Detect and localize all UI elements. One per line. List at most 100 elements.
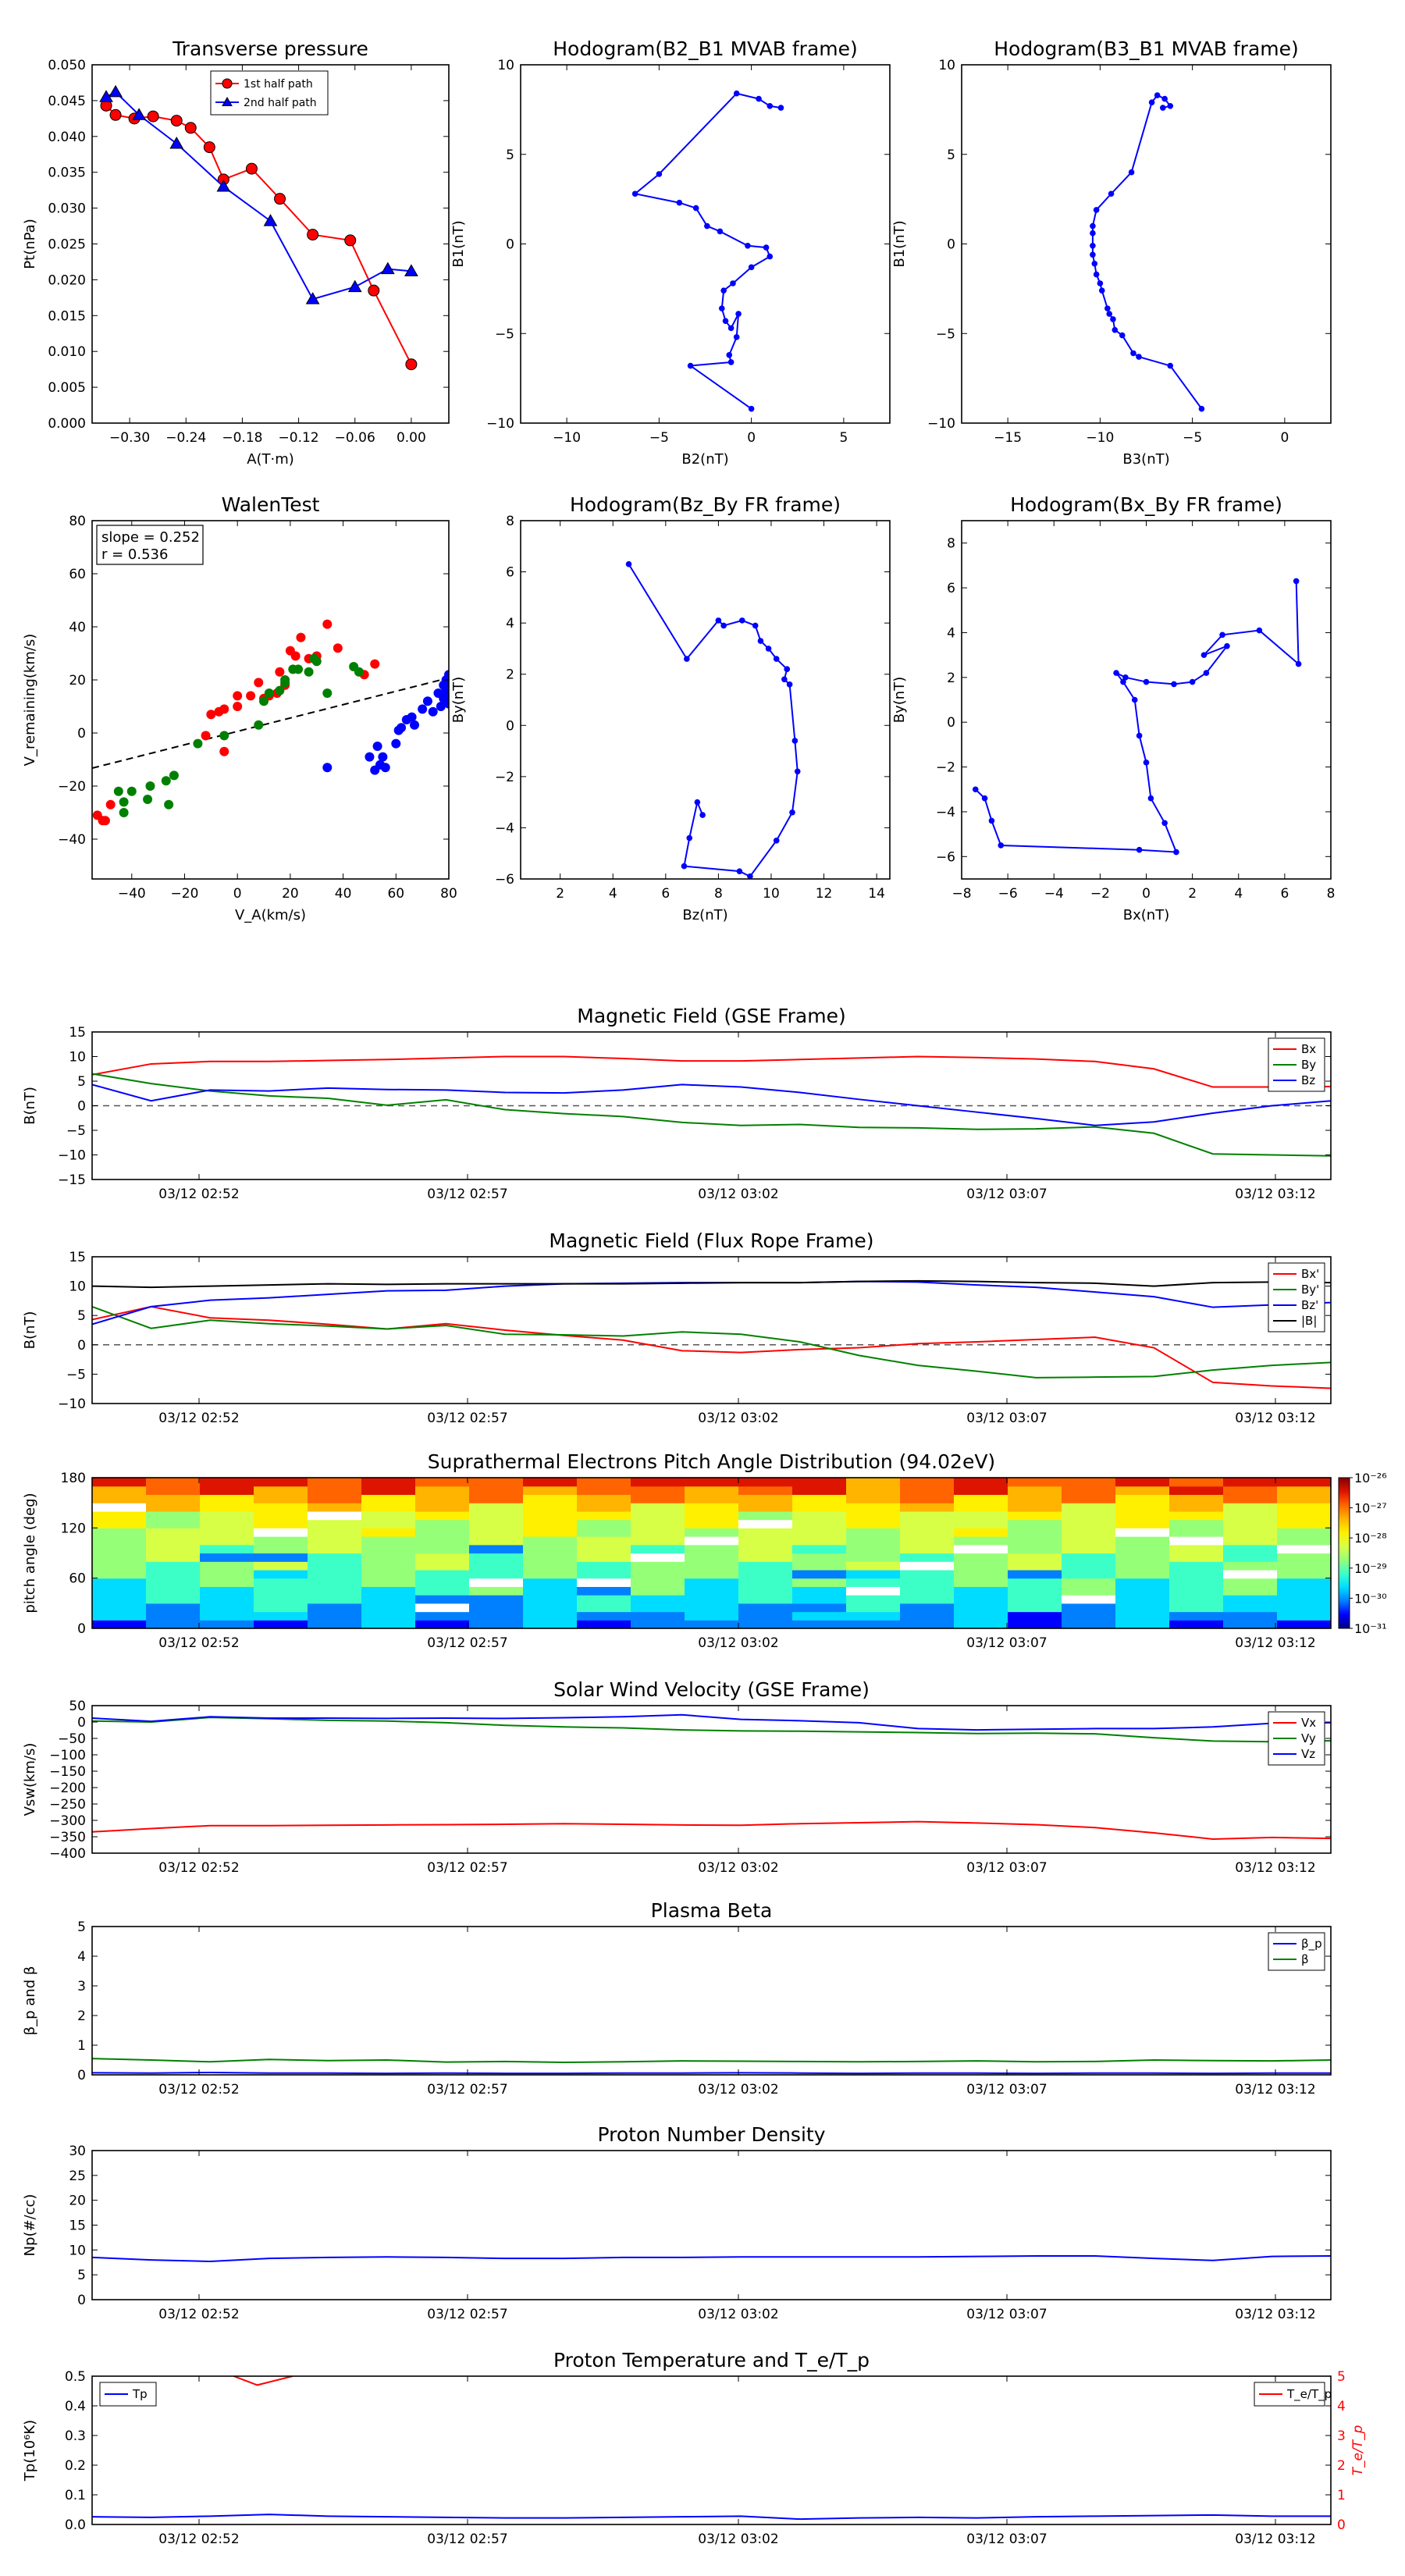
heatmap-cell	[1062, 1611, 1116, 1621]
chart-tp: 0.0 0.1 0.2 0.3 0.4 0.5 0 1 2 3 4 5 T_e/T_p 03/12 02:…	[22, 2349, 1366, 2547]
heatmap-cell	[954, 1519, 1008, 1528]
data-point	[694, 799, 701, 806]
heatmap-cell	[792, 1620, 847, 1628]
x-tick-label: 03/12 03:12	[1235, 2307, 1315, 2322]
x-axis-label: V_A(km/s)	[235, 907, 306, 923]
y-tick-label: −20	[58, 779, 86, 795]
data-point	[747, 873, 753, 879]
y-tick-label: 5	[77, 1920, 86, 1935]
data-point	[791, 738, 799, 744]
heatmap-cell	[738, 1569, 793, 1579]
heatmap-cell	[1008, 1553, 1062, 1562]
data-point	[280, 675, 290, 685]
data-point	[1147, 795, 1154, 802]
heatmap-cell	[738, 1536, 793, 1546]
data-point	[767, 253, 774, 260]
chart-title: Proton Temperature and T_e/T_p	[553, 2349, 870, 2371]
heatmap-cell	[738, 1586, 793, 1596]
heatmap-cell	[146, 1620, 201, 1628]
y-tick-label: 0	[947, 237, 955, 253]
heatmap-cell	[308, 1485, 362, 1496]
heatmap-cell	[200, 1553, 254, 1562]
heatmap-cell	[200, 1536, 254, 1546]
data-point	[132, 108, 146, 120]
heatmap-cell	[1008, 1544, 1062, 1554]
data-point	[998, 842, 1005, 849]
data-point	[305, 292, 320, 304]
heatmap-cell	[577, 1536, 631, 1546]
data-point	[1143, 678, 1150, 685]
legend-label: 2nd half path	[244, 97, 317, 109]
heatmap-cell	[631, 1494, 685, 1503]
heatmap-cell	[415, 1478, 470, 1487]
chart-title: WalenTest	[222, 493, 320, 516]
series-line	[633, 92, 781, 410]
heatmap-cell	[1062, 1578, 1116, 1587]
y-tick-label: −2	[936, 760, 955, 776]
data-point	[715, 617, 722, 624]
chart-hodo_bz_by: −6 −4 −2 0 2 4 6 8 2 4 6 8 10 12 14 Hodogram(Bz_By FR f…	[450, 493, 891, 923]
y-tick-label: −350	[49, 1830, 86, 1845]
heatmap-cell	[1277, 1611, 1331, 1621]
x-tick-label: 8	[1327, 886, 1336, 902]
heatmap-cell	[954, 1595, 1008, 1604]
x-tick-label: 0	[1280, 430, 1289, 446]
data-point	[1108, 190, 1115, 197]
heatmap-cell	[1169, 1595, 1224, 1604]
data-point	[372, 742, 382, 751]
data-point	[1098, 287, 1105, 294]
legend-label: 1st half path	[244, 78, 313, 91]
x-tick-label: −2	[1090, 886, 1110, 902]
data-point	[444, 680, 449, 690]
heatmap-cell	[631, 1478, 685, 1487]
data-point	[264, 688, 274, 698]
heatmap-cell	[900, 1620, 955, 1628]
data-point	[105, 799, 116, 809]
x-tick-label: 0	[747, 430, 756, 446]
heatmap-cell	[308, 1553, 362, 1562]
heatmap-cells	[92, 1478, 1331, 1628]
heatmap-cell	[415, 1603, 470, 1613]
series-group	[92, 2376, 1331, 2521]
heatmap-cell	[92, 1485, 147, 1496]
heatmap-cell	[685, 1603, 739, 1613]
heatmap-cell	[469, 1611, 524, 1621]
heatmap-cell	[361, 1620, 416, 1628]
y-tick-label: 0.040	[48, 130, 86, 145]
heatmap-cell	[1169, 1536, 1224, 1546]
series-group	[92, 2254, 1331, 2262]
heatmap-cell	[1223, 1595, 1278, 1604]
data-point	[781, 676, 788, 683]
data-point	[1224, 642, 1230, 649]
heatmap-cell	[1223, 1485, 1278, 1496]
legend-label: Tp	[132, 2387, 148, 2401]
data-point	[365, 752, 375, 762]
x-tick-label: 03/12 02:57	[427, 2307, 507, 2322]
data-point	[748, 405, 755, 412]
legend-label: Bx'	[1301, 1267, 1319, 1281]
data-point	[722, 318, 729, 324]
heatmap-cell	[900, 1478, 955, 1487]
x-tick-label: −10	[1086, 430, 1114, 446]
data-point	[684, 656, 690, 662]
heatmap-cell	[577, 1503, 631, 1512]
heatmap-cell	[254, 1553, 308, 1562]
heatmap-cell	[146, 1578, 201, 1587]
data-point	[686, 834, 693, 841]
legend-label: By	[1301, 1058, 1316, 1072]
heatmap-cell	[523, 1528, 578, 1537]
heatmap-cell	[738, 1510, 793, 1521]
y-tick-label: 0.030	[48, 201, 86, 217]
x-tick-label: 40	[335, 886, 352, 902]
y-tick-label: −5	[66, 1367, 86, 1382]
data-point	[1090, 251, 1096, 258]
heatmap-cell	[900, 1611, 955, 1621]
y-tick-label: 6	[506, 565, 514, 581]
heatmap-cell	[577, 1553, 631, 1562]
heatmap-cell	[308, 1586, 362, 1596]
x-tick-label: 03/12 03:12	[1235, 1860, 1315, 1876]
heatmap-cell	[577, 1578, 631, 1587]
y-tick-label: −2	[495, 770, 514, 785]
data-point	[206, 710, 216, 720]
heatmap-cell	[308, 1528, 362, 1537]
